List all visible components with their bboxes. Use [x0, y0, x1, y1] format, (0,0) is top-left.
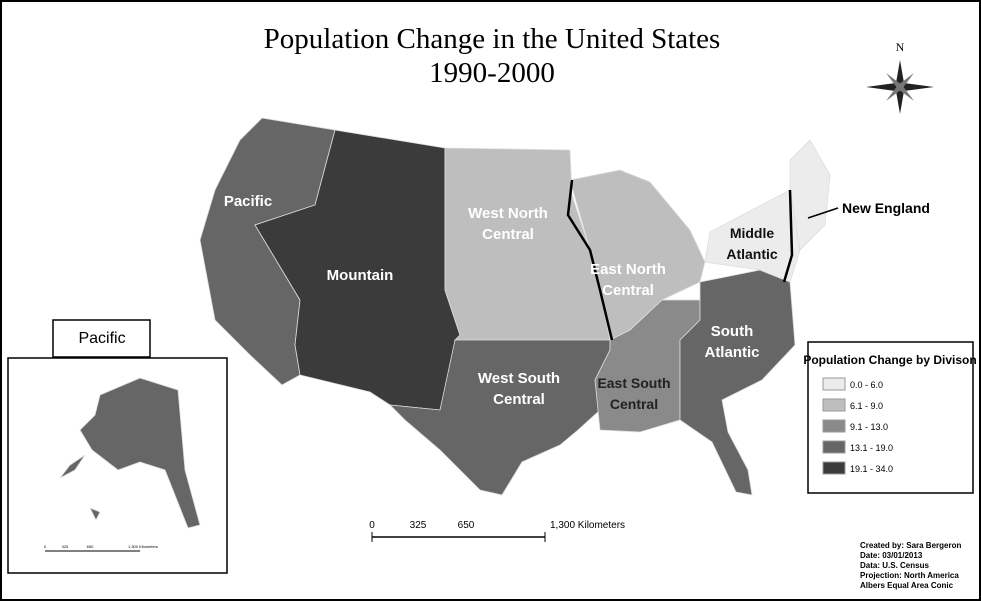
title: 1990-2000 — [429, 57, 555, 89]
scale-bar: 0 325 650 1,300 Kilometers — [369, 520, 625, 542]
region-label: New England — [842, 200, 930, 216]
credit-line: Date: 03/01/2013 — [860, 551, 923, 560]
region-label: West North — [468, 205, 548, 222]
inset-scale-label: 325 — [62, 544, 69, 549]
region-label: Atlantic — [704, 344, 759, 361]
inset-scale-label: 1,300 Kilometers — [128, 544, 158, 549]
region-label: Central — [610, 396, 658, 412]
legend-label: 19.1 - 34.0 — [850, 464, 893, 474]
region-ne — [789, 139, 831, 251]
scale-label: 650 — [458, 520, 475, 531]
credit-line: Projection: North America — [860, 571, 959, 580]
inset-scale-label: 0 — [44, 544, 47, 549]
legend-label: 0.0 - 6.0 — [850, 380, 883, 390]
region-label: Atlantic — [726, 246, 778, 262]
title: Population Change in the United States — [264, 23, 721, 55]
scale-label: 325 — [410, 520, 427, 531]
legend-label: 9.1 - 13.0 — [850, 422, 888, 432]
inset: Pacific 0 325 650 1,300 Kilometers — [7, 319, 228, 574]
credit-line: Albers Equal Area Conic — [860, 581, 954, 590]
region-label: Middle — [730, 225, 775, 241]
region-label: Central — [493, 391, 545, 408]
credit-line: Data: U.S. Census — [860, 561, 929, 570]
region-label: East South — [597, 375, 670, 391]
legend-swatch — [822, 377, 846, 391]
compass-label: N — [896, 40, 905, 54]
scale-label: 0 — [369, 520, 375, 531]
region-label: Central — [602, 282, 654, 299]
legend-title: Population Change by Divison — [803, 353, 976, 367]
alaska — [79, 377, 201, 529]
region-label: West South — [478, 370, 560, 387]
legend-swatch — [822, 440, 846, 454]
aleutians — [59, 454, 86, 479]
region-sa — [679, 269, 796, 496]
inset-title: Pacific — [78, 330, 125, 347]
region-label: East North — [590, 261, 666, 278]
legend-swatch — [822, 419, 846, 433]
us-map: Pacific Mountain West North Central West Sou… — [199, 117, 930, 496]
legend-swatch — [822, 398, 846, 412]
legend: Population Change by Divison 0.0 - 6.0 6.… — [803, 341, 977, 494]
region-label: South — [711, 323, 754, 340]
inset-scale-label: 650 — [87, 544, 94, 549]
region-label: Mountain — [327, 267, 394, 284]
credit-line: Created by: Sara Bergeron — [860, 541, 961, 550]
scale-label: 1,300 Kilometers — [550, 520, 625, 531]
compass: N — [866, 40, 934, 114]
legend-swatch — [822, 461, 846, 475]
legend-label: 6.1 - 9.0 — [850, 401, 883, 411]
legend-label: 13.1 - 19.0 — [850, 443, 893, 453]
region-label: Central — [482, 226, 534, 243]
region-label: Pacific — [224, 193, 272, 210]
hawaii — [89, 507, 101, 521]
